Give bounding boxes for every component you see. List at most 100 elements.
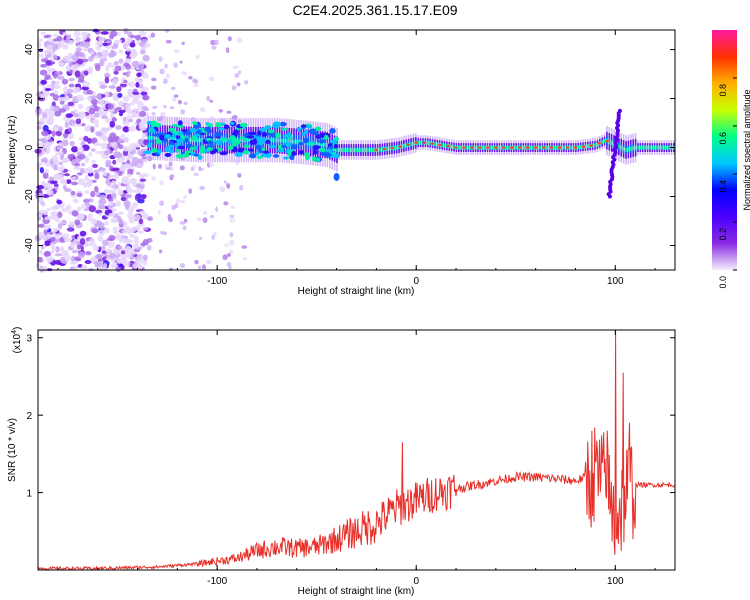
spectrogram-noise-cell: [180, 200, 186, 204]
spectrogram-noise-cell: [141, 173, 150, 178]
spectrogram-band-peak: [362, 148, 365, 152]
spectrogram-noise-cell: [131, 156, 140, 164]
spectrogram-noise-cell: [58, 126, 63, 132]
spectrogram-noise-cell: [137, 198, 145, 204]
spectrogram-band-peak: [651, 145, 654, 150]
spectrogram-blob: [215, 139, 223, 146]
spectrogram-noise-cell: [72, 198, 79, 204]
spectrogram-noise-cell: [57, 151, 63, 156]
spectrogram-peak-dot: [557, 146, 562, 149]
snr-background: [38, 330, 675, 570]
spectrogram-blob: [229, 135, 236, 141]
spectrogram-noise-cell: [134, 143, 141, 148]
spectrogram-noise-cell: [122, 41, 129, 49]
spectrogram-noise-cell: [125, 145, 134, 152]
spectrogram-blob: [256, 155, 263, 160]
spectrogram-noise-cell: [159, 57, 164, 61]
spectrogram-noise-cell: [157, 209, 161, 215]
spectrogram-band-peak: [627, 147, 630, 152]
spectrogram-noise-cell: [195, 54, 200, 60]
spectrogram-noise-cell: [57, 222, 63, 230]
spectrogram-noise-cell: [56, 145, 64, 149]
snr-series-line: [37, 329, 676, 571]
spectrogram-band-peak: [271, 138, 274, 143]
spectrogram-band-peak: [601, 140, 603, 145]
spectrogram-noise-cell: [142, 212, 148, 220]
spectrogram-band-peak: [419, 140, 422, 145]
spectrogram-noise-cell: [75, 86, 81, 93]
spectrogram-band-peak: [240, 138, 243, 143]
spectrogram-noise-cell: [44, 88, 52, 92]
spectrogram-blob: [316, 145, 321, 149]
spectrogram-band-peak: [426, 140, 429, 145]
spectrogram-noise-cell: [134, 77, 140, 82]
spectrogram-noise-cell: [44, 240, 51, 247]
spectrogram-peak-dot: [422, 141, 426, 144]
spectrogram-noise-cell: [61, 78, 69, 85]
spectrogram-band-peak: [200, 138, 202, 143]
spectrogram-noise-cell: [92, 119, 100, 125]
spectrogram-noise-cell: [82, 80, 90, 88]
spectrogram-band-peak: [214, 138, 216, 143]
spectrogram-blob: [319, 147, 326, 153]
spectrogram-band-peak: [276, 138, 279, 143]
spectrogram-blob: [286, 132, 292, 138]
spectrogram-noise-cell: [86, 89, 94, 95]
spectrogram-band-peak: [622, 146, 625, 151]
spectrogram-noise-cell: [221, 189, 225, 193]
spectrogram-noise-cell: [72, 61, 77, 65]
spectrogram-blob: [313, 131, 319, 136]
spectrogram-noise-cell: [62, 32, 68, 36]
spectrogram-band-peak: [245, 138, 248, 143]
spectrogram-noise-cell: [78, 213, 84, 220]
spectrogram-noise-cell: [173, 94, 179, 98]
spectrogram-blob: [298, 141, 304, 146]
spectrogram-band-peak: [577, 145, 580, 150]
spectrogram-noise-cell: [38, 162, 44, 166]
spectrogram-noise-cell: [133, 108, 142, 112]
spectrogram-blob: [309, 142, 315, 147]
spectrogram-blob: [255, 151, 260, 156]
spectrogram-noise-cell: [117, 211, 124, 215]
spectrogram-noise-cell: [88, 108, 96, 115]
spectrogram-noise-cell: [63, 39, 69, 44]
spectrogram-peak-dot: [509, 146, 514, 149]
spectrogram-noise-cell: [139, 210, 146, 215]
spectrogram-noise-cell: [102, 42, 109, 47]
spectrogram-noise-cell: [136, 101, 144, 108]
spectrogram-peak-dot: [573, 146, 578, 149]
spectrogram-noise-cell: [36, 125, 42, 130]
spectrogram-noise-cell: [76, 147, 85, 151]
spectrogram-noise-cell: [68, 77, 75, 82]
spectrogram-noise-cell: [92, 55, 100, 59]
spectrogram-noise-cell: [142, 258, 148, 266]
spectrogram-noise-cell: [98, 56, 107, 60]
spectrogram-noise-cell: [95, 40, 102, 46]
spectrogram-noise-cell: [229, 218, 236, 223]
spectrogram-noise-cell: [84, 242, 89, 247]
spectrogram-noise-cell: [70, 176, 77, 180]
spectrogram-noise-cell: [106, 237, 114, 241]
spectrogram-noise-cell: [81, 162, 86, 167]
spectrogram-noise-cell: [135, 146, 141, 150]
spectrogram-band-peak: [393, 145, 396, 150]
spectrogram-band-peak: [653, 145, 656, 150]
spectrogram-noise-cell: [36, 41, 42, 49]
spectrogram-blob: [159, 134, 165, 141]
spectrogram-noise-cell: [117, 92, 123, 98]
snr-y-axis-label: SNR (10 * v/v): [7, 418, 18, 482]
spectrogram-band-peak: [290, 139, 293, 144]
spectrogram-noise-cell: [55, 246, 60, 253]
spectrogram-band-peak: [453, 145, 455, 150]
spectrogram-band-peak: [465, 145, 467, 150]
spectrogram-noise-cell: [52, 180, 58, 184]
spectrogram-noise-cell: [69, 266, 75, 270]
spectrogram-noise-cell: [104, 76, 110, 84]
spectrogram-x-axis-label: Height of straight line (km): [298, 286, 415, 297]
spectrogram-noise-cell: [82, 182, 89, 186]
spectrogram-blob: [237, 147, 245, 154]
spectrogram-noise-cell: [112, 229, 119, 235]
spectrogram-band-peak: [641, 145, 644, 150]
snr-x-tick-label: -100: [207, 576, 227, 587]
spectrogram-noise-cell: [91, 228, 98, 234]
